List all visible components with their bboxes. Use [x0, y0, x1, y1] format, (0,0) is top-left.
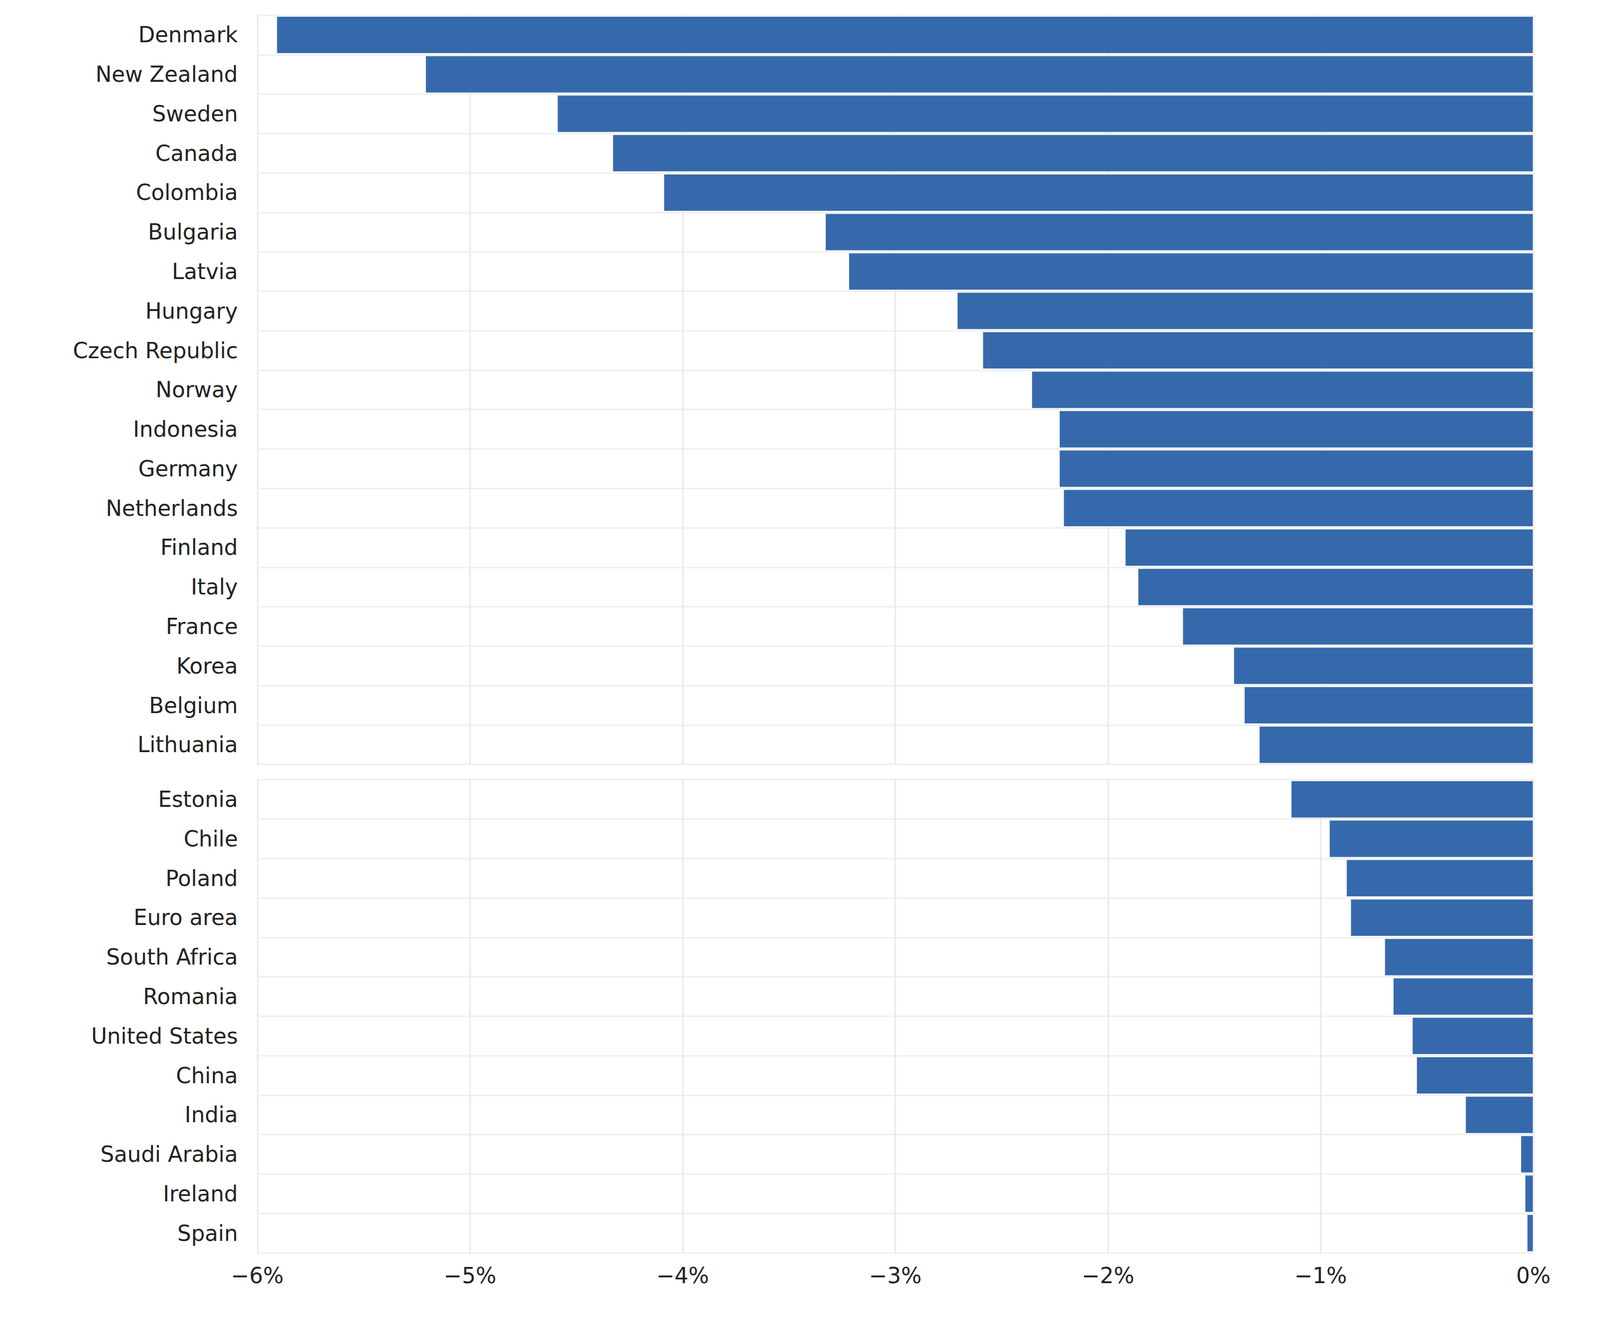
svg-text:Canada: Canada: [155, 140, 238, 166]
svg-text:Estonia: Estonia: [158, 786, 238, 812]
svg-text:Poland: Poland: [165, 865, 238, 891]
svg-text:−3%: −3%: [869, 1262, 922, 1288]
svg-text:Finland: Finland: [160, 534, 238, 560]
svg-text:Czech Republic: Czech Republic: [72, 338, 238, 364]
svg-text:0%: 0%: [1516, 1262, 1551, 1288]
svg-text:Romania: Romania: [143, 983, 238, 1009]
svg-text:United States: United States: [91, 1023, 238, 1049]
svg-text:−5%: −5%: [443, 1262, 497, 1288]
svg-text:China: China: [176, 1063, 238, 1088]
svg-text:New Zealand: New Zealand: [95, 61, 238, 87]
svg-text:Belgium: Belgium: [149, 692, 238, 718]
svg-text:Indonesia: Indonesia: [133, 416, 238, 442]
svg-text:Saudi Arabia: Saudi Arabia: [100, 1141, 238, 1167]
svg-text:India: India: [184, 1102, 238, 1127]
svg-text:Hungary: Hungary: [145, 298, 238, 324]
svg-text:−1%: −1%: [1294, 1262, 1347, 1288]
svg-text:Colombia: Colombia: [135, 179, 238, 205]
svg-text:Euro area: Euro area: [133, 904, 238, 930]
svg-text:Sweden: Sweden: [152, 101, 238, 127]
svg-text:−6%: −6%: [231, 1262, 284, 1288]
svg-text:Korea: Korea: [176, 653, 238, 679]
svg-text:South Africa: South Africa: [106, 944, 238, 970]
svg-text:France: France: [165, 613, 238, 639]
svg-text:Lithuania: Lithuania: [137, 732, 238, 757]
svg-text:Italy: Italy: [190, 574, 238, 600]
svg-text:−4%: −4%: [656, 1262, 710, 1288]
svg-text:Chile: Chile: [183, 826, 238, 852]
svg-text:Spain: Spain: [177, 1220, 238, 1246]
svg-text:Norway: Norway: [155, 377, 238, 403]
svg-text:Denmark: Denmark: [138, 22, 239, 48]
svg-text:Ireland: Ireland: [163, 1181, 238, 1207]
svg-text:Bulgaria: Bulgaria: [147, 219, 238, 245]
svg-text:−2%: −2%: [1082, 1262, 1135, 1288]
svg-text:Germany: Germany: [138, 456, 238, 482]
svg-text:Netherlands: Netherlands: [105, 495, 238, 521]
svg-text:Latvia: Latvia: [171, 258, 238, 284]
